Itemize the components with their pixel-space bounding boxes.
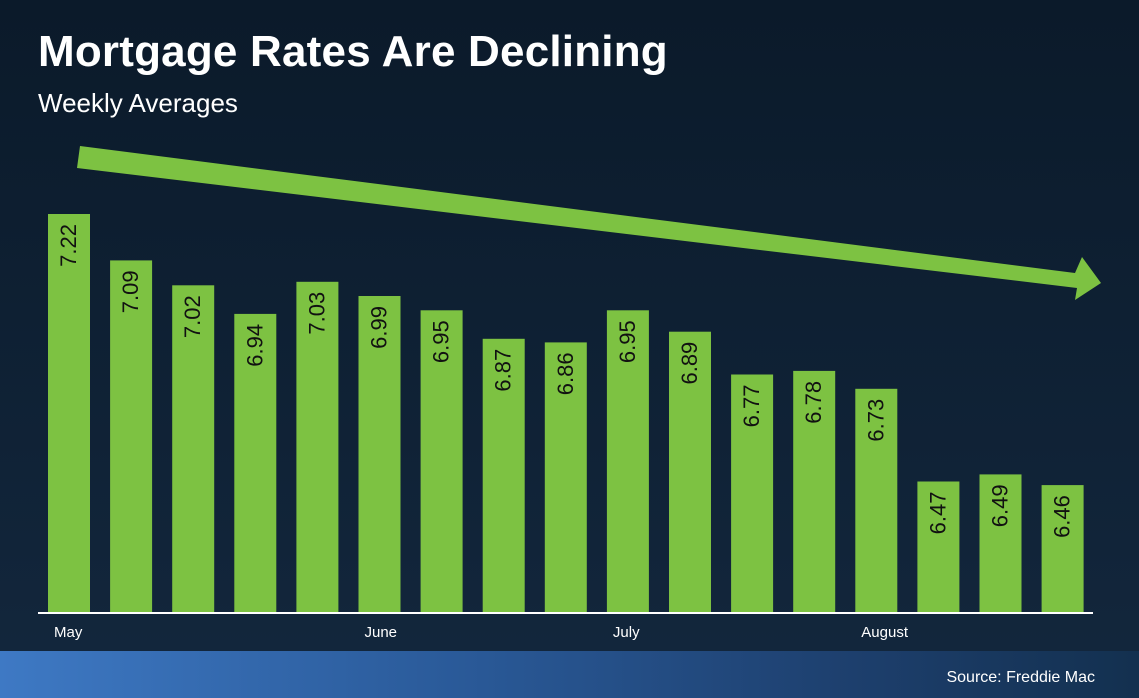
bar <box>358 296 401 613</box>
bar-value-label: 6.86 <box>553 352 578 395</box>
month-label: July <box>613 624 640 641</box>
bar-value-label: 6.95 <box>615 320 640 363</box>
bar <box>793 370 836 613</box>
chart-subtitle: Weekly Averages <box>38 88 238 118</box>
bar <box>544 342 587 613</box>
bar <box>1041 485 1084 613</box>
bar <box>172 285 215 613</box>
bar <box>234 313 277 613</box>
month-label: May <box>54 624 83 641</box>
bar <box>296 281 339 613</box>
bar-value-label: 7.03 <box>304 292 329 335</box>
footer-bar: Source: Freddie Mac <box>0 651 1139 698</box>
month-label: June <box>365 624 398 641</box>
bar-value-label: 6.99 <box>367 306 392 349</box>
bar-value-label: 7.22 <box>56 224 81 267</box>
trend-arrow <box>77 146 1101 300</box>
bar <box>482 338 525 613</box>
bar-value-label: 6.89 <box>677 342 702 385</box>
chart-title: Mortgage Rates Are Declining <box>38 27 668 76</box>
data-labels-group: 7.22 7.09 7.02 6.94 7.03 6.99 6.95 6.87 6.86 6.95… <box>56 224 1075 538</box>
bar-chart: 7.22 7.09 7.02 6.94 7.03 6.99 6.95 6.87 6.86 6.95… <box>48 146 1101 641</box>
bar <box>669 331 711 613</box>
bar-value-label: 7.09 <box>118 270 143 313</box>
bar <box>48 214 90 613</box>
bar <box>855 388 898 613</box>
trend-arrow-group <box>77 146 1101 300</box>
bar <box>979 474 1022 613</box>
bar <box>917 481 960 613</box>
bar <box>731 374 774 613</box>
bars-group <box>48 214 1084 613</box>
bar-value-label: 6.87 <box>491 349 516 392</box>
bar-value-label: 6.47 <box>925 492 950 535</box>
source-label: Source: Freddie Mac <box>946 669 1095 686</box>
bar-value-label: 7.02 <box>180 295 205 338</box>
bar <box>606 310 649 613</box>
bar-value-label: 6.77 <box>739 385 764 428</box>
bar-value-label: 6.73 <box>863 399 888 442</box>
bar-value-label: 6.95 <box>429 320 454 363</box>
bar-value-label: 6.46 <box>1050 495 1075 538</box>
bar-value-label: 6.94 <box>242 324 267 367</box>
month-labels-group: May June July August <box>54 624 909 641</box>
bar <box>110 260 153 613</box>
bar-value-label: 6.49 <box>988 484 1013 527</box>
month-label: August <box>861 624 909 641</box>
bar <box>420 310 463 613</box>
bar-value-label: 6.78 <box>801 381 826 424</box>
